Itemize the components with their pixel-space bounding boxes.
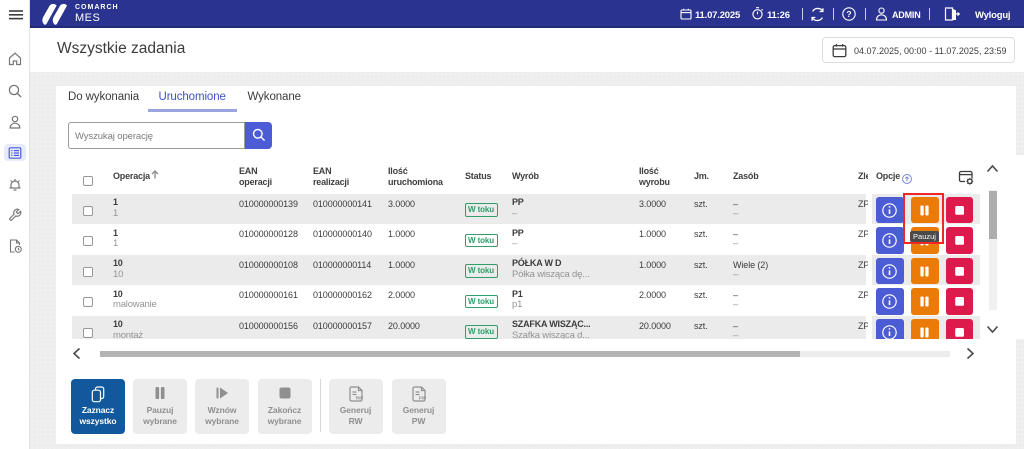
svg-text:RW: RW xyxy=(355,395,363,400)
svg-text:?: ? xyxy=(846,9,851,19)
svg-text:PW: PW xyxy=(418,395,426,400)
